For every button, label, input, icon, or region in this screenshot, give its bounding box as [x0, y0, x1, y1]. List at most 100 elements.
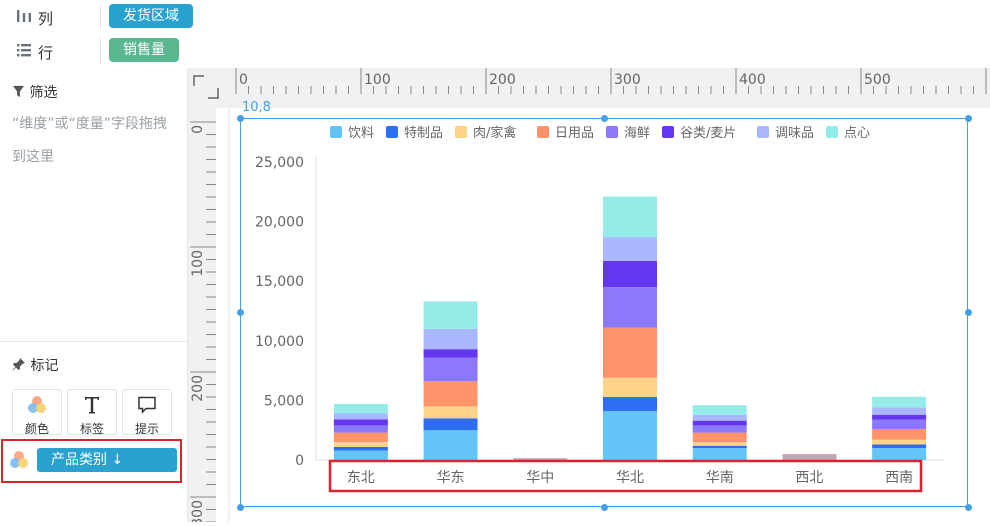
ruler-corner [188, 68, 228, 108]
bar-segment[interactable] [603, 287, 657, 328]
bar-segment[interactable] [513, 458, 568, 461]
bar-segment[interactable] [423, 328, 478, 350]
bar-segment[interactable] [692, 448, 747, 460]
bar-segment[interactable] [872, 429, 927, 440]
bar-segment[interactable] [872, 448, 927, 460]
bar-segment[interactable] [603, 377, 657, 397]
y-tick-label: 15,000 [255, 274, 304, 290]
x-tick-label: 西南 [885, 470, 913, 486]
y-tick-label: 5,000 [264, 393, 304, 409]
legend-item[interactable]: 肉/家禽 [455, 125, 516, 141]
y-tick-label: 0 [295, 453, 304, 469]
legend-item[interactable]: 点心 [826, 126, 870, 141]
x-tick-label: 华中 [526, 470, 554, 486]
columns-icon [17, 10, 31, 22]
legend-label: 海鲜 [624, 126, 650, 141]
bar-segment[interactable] [603, 260, 657, 288]
bar-segment[interactable] [333, 403, 388, 414]
legend-label: 日用品 [555, 126, 594, 141]
legend-swatch [606, 126, 618, 138]
filter-section-title: 筛选 [12, 82, 57, 102]
bar-segment[interactable] [692, 414, 747, 421]
bar-segment[interactable] [872, 396, 927, 408]
rows-field-pill[interactable]: 销售量 [109, 38, 179, 62]
filter-icon [12, 85, 25, 98]
color-icon [28, 396, 46, 413]
bar-segment[interactable] [333, 432, 388, 443]
bar-segment[interactable] [333, 450, 388, 460]
rows-icon [17, 44, 31, 57]
bar-segment[interactable] [423, 357, 478, 382]
bar-segment[interactable] [333, 442, 388, 447]
label-mark-button[interactable]: 标签 [67, 389, 117, 436]
bar-segment[interactable] [603, 237, 657, 261]
bar-segment[interactable] [692, 420, 747, 426]
legend-swatch [662, 126, 674, 138]
horizontal-ruler: 01002003004005006 [228, 68, 990, 94]
bar-segment[interactable] [423, 381, 478, 407]
color-legend-icon [10, 451, 28, 468]
legend-item[interactable]: 调味品 [757, 126, 814, 141]
bar-segment[interactable] [692, 432, 747, 443]
legend-label: 调味品 [775, 126, 814, 141]
bar-segment[interactable] [692, 425, 747, 433]
bar-segment[interactable] [333, 413, 388, 420]
resize-handle-tl[interactable] [237, 115, 244, 122]
x-tick-label: 华东 [437, 470, 465, 486]
legend-item[interactable]: 饮料 [330, 126, 374, 141]
resize-handle-bl[interactable] [237, 504, 244, 511]
bar-segment[interactable] [333, 419, 388, 426]
resize-handle-tr[interactable] [965, 115, 972, 122]
bar-segment[interactable] [423, 430, 478, 460]
bar-segment[interactable] [692, 405, 747, 415]
tooltip-icon [138, 396, 156, 414]
legend-swatch [537, 126, 549, 138]
bar-segment[interactable] [603, 411, 657, 460]
bar-segment[interactable] [423, 406, 478, 419]
legend-label: 点心 [844, 126, 870, 141]
bar-segment[interactable] [872, 419, 927, 430]
bar-segment[interactable] [692, 442, 747, 446]
bar-segment[interactable] [423, 301, 478, 329]
columns-shelf: 列 发货区域 [0, 0, 990, 35]
legend-item[interactable]: 特制品 [386, 126, 443, 141]
legend-item[interactable]: 日用品 [537, 126, 594, 141]
resize-handle-tm[interactable] [601, 115, 608, 122]
bar-segment[interactable] [603, 327, 657, 378]
legend-item[interactable]: 海鲜 [606, 126, 650, 141]
marks-divider [0, 341, 187, 342]
color-mark-button[interactable]: 颜色 [12, 389, 62, 436]
bar-segment[interactable] [333, 446, 388, 451]
bar-segment[interactable] [872, 439, 927, 445]
ruler-label: 100 [364, 72, 391, 88]
filter-drop-hint[interactable]: “维度”或“度量”字段拖拽到这里 [12, 116, 168, 165]
bar-segment[interactable] [603, 396, 657, 412]
bar-segment[interactable] [782, 454, 837, 460]
legend-label: 肉/家禽 [473, 125, 516, 141]
columns-field-pill[interactable]: 发货区域 [109, 4, 193, 28]
bar-segment[interactable] [872, 407, 927, 415]
selection-frame[interactable] [240, 118, 968, 507]
legend-item[interactable]: 谷类/麦片 [662, 126, 736, 141]
selection-coordinate: 10,8 [242, 100, 271, 115]
tooltip-mark-button[interactable]: 提示 [122, 389, 172, 436]
resize-handle-ml[interactable] [237, 309, 244, 316]
bar-segment[interactable] [333, 425, 388, 433]
bar-segment[interactable] [423, 349, 478, 358]
legend-swatch [757, 126, 769, 138]
resize-handle-bm[interactable] [601, 504, 608, 511]
shelf-divider [100, 4, 101, 30]
bar-segment[interactable] [872, 414, 927, 420]
color-field-pill[interactable]: 产品类别 ↓ [37, 448, 177, 472]
y-tick-label: 20,000 [255, 215, 304, 231]
resize-handle-mr[interactable] [965, 309, 972, 316]
chart-legend: 饮料 特制品 肉/家禽 日用品 海鲜 谷类/麦片 调味品 点心 [330, 125, 870, 141]
bar-segment[interactable] [872, 444, 927, 449]
resize-handle-br[interactable] [965, 504, 972, 511]
bar-segment[interactable] [692, 445, 747, 449]
bar-segment[interactable] [423, 418, 478, 431]
vertical-ruler: 0 100 200 300 [188, 108, 216, 526]
bar-segment[interactable] [603, 196, 657, 238]
x-tick-label: 东北 [347, 470, 375, 486]
